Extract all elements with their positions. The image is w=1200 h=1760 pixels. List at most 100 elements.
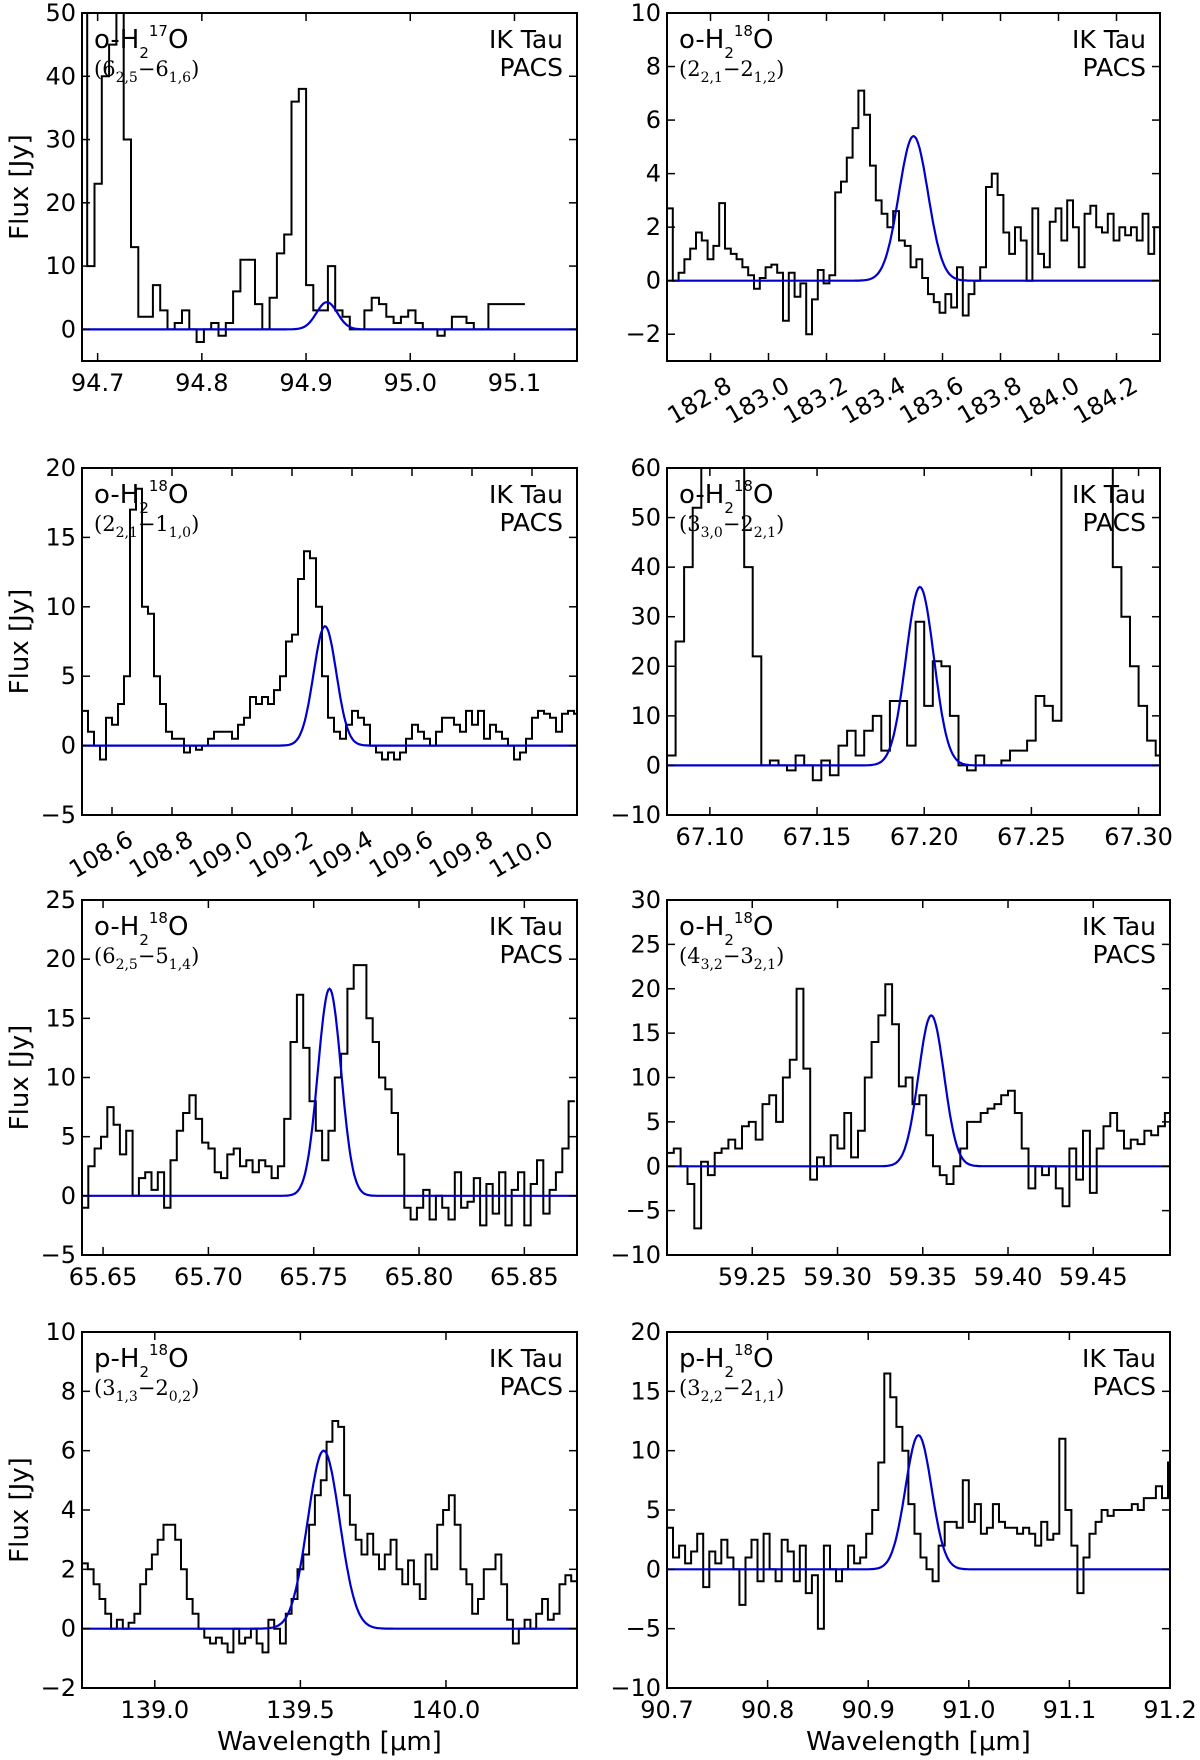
- y-tick-label: 20: [45, 454, 76, 482]
- species-label: p-H218O: [94, 1341, 189, 1381]
- panel-top-left: 94.7 94.8 94.9 95.0 95.1 0 10 20 30 40 50 o-H217O(6…: [5, 0, 577, 397]
- x-tick-label: 108.8: [124, 825, 198, 884]
- y-tick-label: −5: [41, 1241, 76, 1269]
- y-tick-label: −2: [41, 1674, 76, 1702]
- y-tick-label: −5: [41, 801, 76, 829]
- y-tick-label: 2: [61, 1555, 76, 1583]
- y-tick-label: 20: [630, 975, 661, 1003]
- x-tick-label: 183.6: [895, 371, 969, 430]
- y-tick-label: 15: [630, 1019, 661, 1047]
- x-tick-label: 67.15: [783, 823, 852, 851]
- observed-spectrum: [667, 984, 1172, 1228]
- panel-bottom-right: 90.7 90.8 90.9 91.0 91.1 91.2 −10 −5 0 5 10 15 20 p-H…: [610, 1318, 1196, 1757]
- x-tick-label: 95.0: [384, 369, 437, 397]
- y-tick-label: 10: [630, 1064, 661, 1092]
- y-tick-label: 10: [630, 0, 661, 27]
- x-tick-label: 65.70: [174, 1263, 243, 1291]
- instrument-label: PACS: [1083, 508, 1146, 537]
- y-tick-label: 10: [45, 593, 76, 621]
- x-tick-label: 91.1: [1043, 1696, 1096, 1724]
- y-tick-label: 4: [61, 1496, 76, 1524]
- x-tick-label: 108.6: [64, 825, 138, 884]
- x-tick-label: 91.2: [1143, 1696, 1196, 1724]
- y-tick-label: 0: [646, 1152, 661, 1180]
- instrument-label: PACS: [1093, 940, 1156, 969]
- gaussian-fit-curve: [82, 302, 577, 329]
- instrument-label: PACS: [500, 940, 563, 969]
- species-label: o-H218O: [94, 909, 188, 949]
- x-tick-label: 65.75: [279, 1263, 348, 1291]
- x-axis-label: Wavelength [μm]: [217, 1727, 442, 1757]
- panel-bottom-left: 139.0 139.5 140.0−20246810p-H218O(31,3−20,…: [5, 1318, 577, 1757]
- x-tick-label: 182.8: [663, 371, 737, 430]
- y-tick-label: 4: [646, 160, 661, 188]
- x-tick-label: 59.40: [974, 1263, 1043, 1291]
- x-tick-label: 67.25: [997, 823, 1066, 851]
- y-tick-label: 20: [45, 189, 76, 217]
- x-tick-label: 139.0: [120, 1696, 189, 1724]
- x-tick-label: 59.45: [1059, 1263, 1128, 1291]
- x-axis-label: Wavelength [μm]: [806, 1727, 1031, 1757]
- instrument-label: PACS: [500, 1372, 563, 1401]
- y-tick-label: 5: [61, 1123, 76, 1151]
- x-tick-label: 67.30: [1104, 823, 1173, 851]
- observed-spectrum: [667, 1374, 1174, 1629]
- transition-label: (22,1−21,2): [679, 57, 784, 86]
- x-tick-label: 65.85: [490, 1263, 559, 1291]
- y-tick-label: −10: [610, 1674, 661, 1702]
- instrument-label: PACS: [500, 53, 563, 82]
- y-tick-label: 30: [45, 126, 76, 154]
- y-axis-label: Flux [Jy]: [5, 1025, 35, 1131]
- source-label: IK Tau: [489, 25, 563, 54]
- transition-label: (33,0−22,1): [679, 512, 784, 541]
- source-label: IK Tau: [1082, 912, 1156, 941]
- x-tick-label: 65.65: [69, 1263, 138, 1291]
- source-label: IK Tau: [1072, 25, 1146, 54]
- transition-label: (62,5−51,4): [94, 944, 199, 973]
- x-tick-label: 95.1: [488, 369, 541, 397]
- panel-top-right: 182.8183.0183.2183.4183.6183.8184.0184.2…: [626, 0, 1160, 430]
- y-tick-label: 40: [630, 553, 661, 581]
- instrument-label: PACS: [1093, 1372, 1156, 1401]
- y-tick-label: −10: [610, 1241, 661, 1269]
- y-tick-label: −5: [626, 1197, 661, 1225]
- y-axis-label: Flux [Jy]: [5, 1457, 35, 1563]
- x-tick-label: 94.7: [71, 369, 124, 397]
- x-tick-label: 183.0: [721, 371, 795, 430]
- y-tick-label: 0: [646, 267, 661, 295]
- y-tick-label: 15: [45, 523, 76, 551]
- observed-spectrum: [82, 1421, 577, 1652]
- y-tick-label: 10: [630, 1437, 661, 1465]
- y-axis-label: Flux [Jy]: [5, 589, 35, 695]
- y-tick-label: 60: [630, 454, 661, 482]
- y-tick-label: 8: [646, 53, 661, 81]
- source-label: IK Tau: [489, 1344, 563, 1373]
- y-tick-label: 15: [45, 1004, 76, 1032]
- y-tick-label: 10: [630, 702, 661, 730]
- x-tick-label: 109.2: [244, 825, 318, 884]
- y-tick-label: 10: [45, 1318, 76, 1346]
- y-tick-label: 20: [630, 652, 661, 680]
- y-axis-label: Flux [Jy]: [5, 134, 35, 240]
- y-tick-label: 0: [61, 1182, 76, 1210]
- gaussian-fit-curve: [82, 989, 577, 1196]
- y-tick-label: 20: [45, 945, 76, 973]
- x-tick-label: 183.2: [779, 371, 853, 430]
- instrument-label: PACS: [1083, 53, 1146, 82]
- x-tick-label: 183.4: [837, 371, 911, 430]
- y-tick-label: 0: [646, 1555, 661, 1583]
- y-tick-label: −2: [626, 320, 661, 348]
- x-tick-label: 65.80: [385, 1263, 454, 1291]
- x-tick-label: 91.0: [942, 1696, 995, 1724]
- species-label: o-H218O: [679, 22, 773, 62]
- y-tick-label: 0: [61, 315, 76, 343]
- y-tick-label: 0: [61, 1615, 76, 1643]
- source-label: IK Tau: [1072, 480, 1146, 509]
- y-tick-label: 5: [646, 1108, 661, 1136]
- x-tick-label: 140.0: [412, 1696, 481, 1724]
- gaussian-fit-curve: [82, 1451, 577, 1629]
- x-tick-label: 184.0: [1011, 371, 1085, 430]
- instrument-label: PACS: [500, 508, 563, 537]
- transition-label: (22,1−11,0): [94, 512, 199, 541]
- panel-row2-right: 67.10 67.15 67.20 67.25 67.30−10010203040506…: [610, 454, 1173, 851]
